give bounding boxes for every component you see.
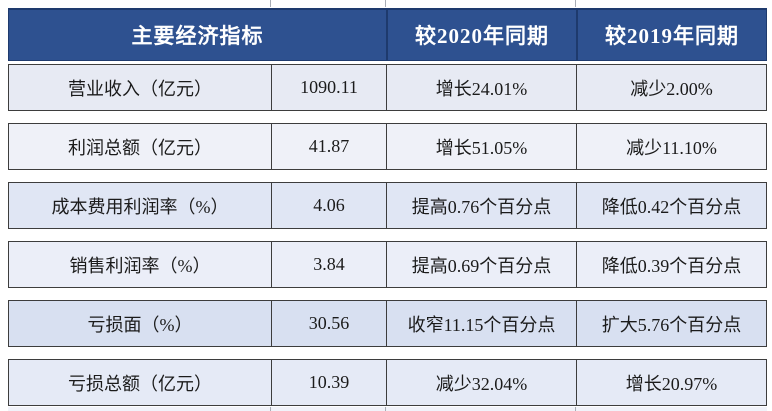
vs2019-cell: 扩大5.76个百分点 xyxy=(576,301,766,346)
value-cell: 1090.11 xyxy=(271,65,386,110)
table-row: 亏损总额（亿元） 10.39 减少32.04% 增长20.97% xyxy=(8,359,767,406)
value-cell: 3.84 xyxy=(271,242,386,287)
vs2020-cell: 增长24.01% xyxy=(386,65,576,110)
vs2020-cell: 提高0.76个百分点 xyxy=(386,183,576,228)
indicator-cell: 营业收入（亿元） xyxy=(68,78,212,99)
header-vs2019: 较2019年同期 xyxy=(576,10,766,60)
vs2019-cell: 减少11.10% xyxy=(576,124,766,169)
vs2019-cell: 降低0.42个百分点 xyxy=(576,183,766,228)
grid-tick xyxy=(385,0,386,7)
table-row: 成本费用利润率（%） 4.06 提高0.76个百分点 降低0.42个百分点 xyxy=(8,182,767,229)
vs2019-cell: 降低0.39个百分点 xyxy=(576,242,766,287)
grid-tick xyxy=(385,407,386,411)
header-indicator: 主要经济指标 xyxy=(131,24,264,48)
vs2020-cell: 增长51.05% xyxy=(386,124,576,169)
indicator-cell: 利润总额（亿元） xyxy=(68,137,212,158)
table-row: 营业收入（亿元） 1090.11 增长24.01% 减少2.00% xyxy=(8,64,767,111)
header-vs2020: 较2020年同期 xyxy=(386,10,576,60)
table-row: 利润总额（亿元） 41.87 增长51.05% 减少11.10% xyxy=(8,123,767,170)
grid-tick xyxy=(575,407,576,411)
table-header-row: 主要经济指标 较2020年同期 较2019年同期 xyxy=(8,8,767,61)
top-edge-strip xyxy=(8,0,767,7)
vs2020-cell: 收窄11.15个百分点 xyxy=(386,301,576,346)
vs2020-cell: 提高0.69个百分点 xyxy=(386,242,576,287)
indicator-cell: 亏损总额（亿元） xyxy=(68,373,212,394)
value-cell: 4.06 xyxy=(271,183,386,228)
indicator-cell: 亏损面（%） xyxy=(87,314,193,335)
grid-tick xyxy=(575,0,576,7)
bottom-edge-strip xyxy=(8,407,767,411)
value-cell: 10.39 xyxy=(271,360,386,405)
value-cell: 41.87 xyxy=(271,124,386,169)
vs2020-cell: 减少32.04% xyxy=(386,360,576,405)
grid-tick xyxy=(270,0,271,7)
value-cell: 30.56 xyxy=(271,301,386,346)
vs2019-cell: 增长20.97% xyxy=(576,360,766,405)
indicator-cell: 销售利润率（%） xyxy=(69,255,211,276)
vs2019-cell: 减少2.00% xyxy=(576,65,766,110)
grid-tick xyxy=(270,407,271,411)
economic-indicators-table: 主要经济指标 较2020年同期 较2019年同期 营业收入（亿元） 1090.1… xyxy=(8,8,767,406)
indicator-cell: 成本费用利润率（%） xyxy=(51,196,229,217)
table-row: 销售利润率（%） 3.84 提高0.69个百分点 降低0.39个百分点 xyxy=(8,241,767,288)
table-row: 亏损面（%） 30.56 收窄11.15个百分点 扩大5.76个百分点 xyxy=(8,300,767,347)
